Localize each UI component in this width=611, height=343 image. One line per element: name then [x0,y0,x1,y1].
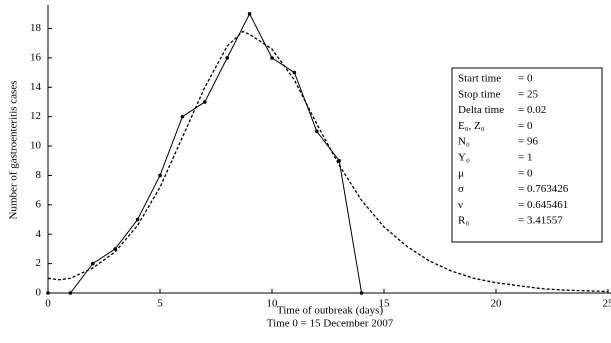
y-tick-label: 8 [36,169,42,181]
series-line [48,12,363,294]
parameter-name: Delta time [458,104,504,116]
data-point [158,173,162,178]
data-point [91,261,95,266]
parameter-value: = 0.02 [518,104,546,116]
data-point [359,291,364,295]
x-tick-label: 25 [603,298,611,310]
parameter-name: E₀, Z₀ [458,120,485,132]
data-point [292,70,297,75]
data-point [337,158,342,163]
y-tick-label: 14 [30,81,42,93]
parameter-name: Start time [458,73,501,85]
x-tick-label: 0 [45,298,51,310]
parameter-value: = 96 [518,136,538,148]
parameter-name: σ [458,183,464,195]
x-tick-label: 5 [157,298,163,310]
y-tick-label: 4 [36,228,42,240]
parameter-value: = 0.645461 [518,199,568,211]
data-point [247,12,252,16]
y-tick-label: 12 [30,110,41,122]
parameter-name: Y₀ [458,152,470,164]
x-tick-label: 10 [267,298,279,310]
data-point [225,56,229,60]
parameter-name: μ [458,167,464,179]
data-point [46,291,50,295]
data-point [203,100,207,104]
parameter-value: = 0 [518,120,533,132]
parameter-value: = 0 [518,73,533,85]
series-line [47,30,609,293]
parameter-name: R₀ [458,215,469,227]
parameter-value: = 0.763426 [518,183,569,195]
x-tick-label: 20 [491,298,503,310]
y-tick-label: 10 [30,140,42,152]
y-tick-label: 6 [36,198,42,210]
parameter-value: = 1 [518,152,532,164]
x-axis-label-2: Time 0 = 15 December 2007 [267,318,394,330]
parameter-value: = 25 [518,88,538,100]
y-tick-label: 16 [30,51,42,63]
parameter-name: N₀ [458,136,470,148]
x-axis-label: Time of outbreak (days) [277,305,384,317]
y-tick-label: 2 [36,257,42,269]
parameter-value: = 0 [518,167,533,179]
y-tick-label: 18 [30,22,42,34]
parameter-value: = 3.41557 [518,215,563,227]
y-tick-label: 0 [36,287,42,299]
data-point [180,114,185,119]
parameter-name: ν [458,199,463,211]
x-tick-label: 15 [379,298,391,310]
data-point [68,291,73,295]
data-point [135,217,140,222]
parameter-name: Stop time [458,88,501,100]
data-point [315,129,319,134]
y-axis-label: Number of gastroenteritis cases [8,81,20,220]
data-point [270,56,274,60]
parameter-box [451,67,603,243]
